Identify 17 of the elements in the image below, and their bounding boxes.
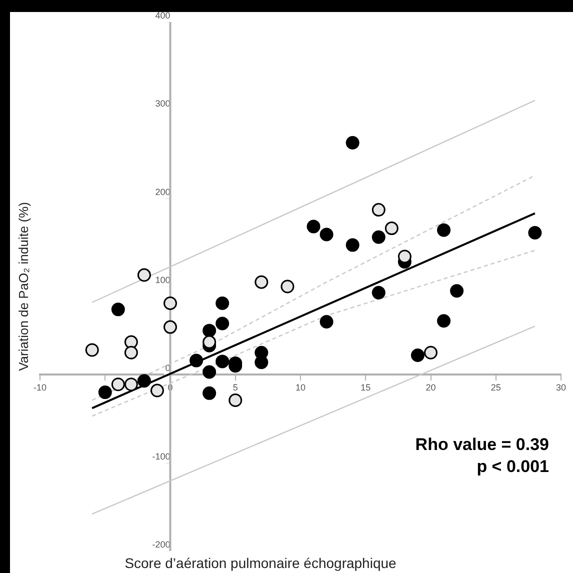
y-tick-label: -200 xyxy=(152,539,170,550)
y-tick-label: 200 xyxy=(155,186,170,197)
x-tick-label: 10 xyxy=(295,382,306,393)
x-tick-label: 20 xyxy=(426,382,436,393)
y-axis-title: Variation de PaO₂ induite (%) xyxy=(16,202,32,371)
x-tick-label: -10 xyxy=(33,382,47,393)
annotation: p < 0.001 xyxy=(476,456,549,476)
y-tick-label: 400 xyxy=(155,10,170,20)
x-tick-label: 25 xyxy=(490,382,501,393)
y-tick-label: 100 xyxy=(155,274,170,285)
y-tick-label: 300 xyxy=(155,98,170,109)
x-tick-label: 15 xyxy=(360,382,371,393)
x-axis-title: Score d’aération pulmonaire échographique xyxy=(124,554,397,571)
annotation: Rho value = 0.39 xyxy=(415,434,549,454)
x-tick-label: 5 xyxy=(232,382,238,393)
x-tick-label: 30 xyxy=(556,382,566,393)
y-tick-label: -100 xyxy=(152,451,170,462)
